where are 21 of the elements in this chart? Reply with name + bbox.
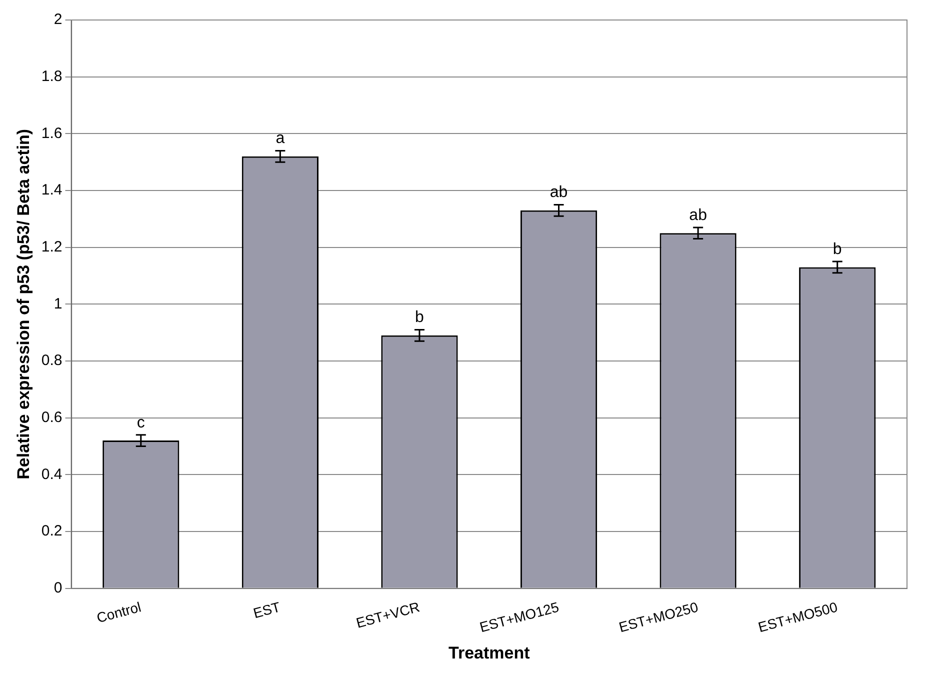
annotation: b	[832, 240, 842, 258]
x-axis-title: Treatment	[448, 643, 530, 662]
y-tick-label: 0	[54, 579, 62, 596]
y-tick-label: 1.4	[41, 182, 62, 199]
y-tick-label: 1	[54, 295, 62, 312]
annotation: a	[276, 130, 285, 148]
x-tick-label: Control	[94, 598, 143, 626]
annotation: ab	[689, 206, 708, 224]
annotation: b	[415, 309, 424, 326]
y-tick-label: 0.6	[41, 408, 62, 426]
y-tick-label: 0.4	[41, 466, 62, 483]
y-axis-title: Relative expression of p53 (p53/ Beta actin)	[14, 128, 33, 480]
y-tick-label: 0.8	[41, 352, 62, 370]
y-tick-label: 1.6	[41, 124, 62, 142]
y-tick-label: 2	[54, 11, 62, 28]
y-tick-label: 1.2	[41, 238, 62, 256]
y-tick-label: 1.8	[41, 68, 62, 85]
x-tick-label: EST	[252, 598, 282, 622]
annotation: ab	[550, 184, 568, 202]
annotation: c	[136, 414, 145, 432]
y-tick-label: 0.2	[41, 522, 62, 540]
